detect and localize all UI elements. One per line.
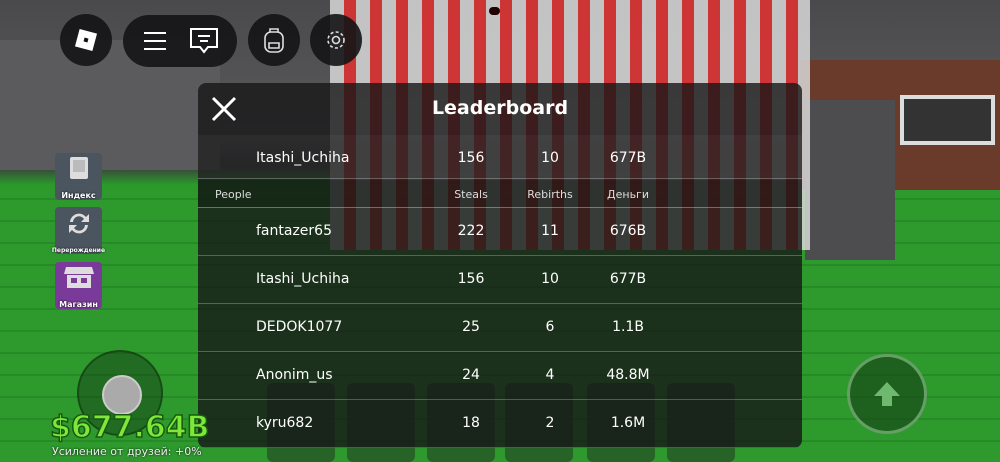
rebirth-label: Перерождение xyxy=(51,247,106,254)
menu-chat-pill xyxy=(123,15,237,67)
money-display: $677.64B xyxy=(49,409,210,446)
book-icon xyxy=(69,157,88,179)
rebirths-value: 4 xyxy=(545,367,555,383)
column-money: Деньги xyxy=(607,188,649,201)
column-header-row: People Steals Rebirths Деньги xyxy=(198,180,802,208)
money-value: 677B xyxy=(609,271,647,287)
settings-button[interactable] xyxy=(310,14,362,66)
rebirths-value: 6 xyxy=(545,319,555,335)
player-name: Itashi_Uchiha xyxy=(256,150,350,166)
index-button[interactable]: Индекс xyxy=(55,153,102,200)
player-name: fantazer65 xyxy=(256,223,332,239)
chat-icon[interactable] xyxy=(189,27,219,55)
friend-boost-text: Усиление от друзей: +0% xyxy=(52,445,202,458)
backpack-icon xyxy=(264,28,284,53)
player-name: Itashi_Uchiha xyxy=(256,271,350,287)
steals-value: 25 xyxy=(462,319,480,335)
close-icon[interactable] xyxy=(210,95,238,123)
leaderboard-row[interactable]: kyru682 18 2 1.6M xyxy=(198,400,802,448)
money-value: 676B xyxy=(609,223,647,239)
column-rebirths: Rebirths xyxy=(527,188,573,201)
menu-icon[interactable] xyxy=(142,30,168,52)
steals-value: 18 xyxy=(462,415,480,431)
rebirths-value: 10 xyxy=(541,150,559,166)
arrow-up-icon xyxy=(874,382,900,406)
player-name: DEDOK1077 xyxy=(256,319,343,335)
leaderboard-panel: Leaderboard Itashi_Uchiha 156 10 677B Pe… xyxy=(198,83,802,448)
pinned-player-row: Itashi_Uchiha 156 10 677B xyxy=(198,135,802,179)
rebirths-value: 10 xyxy=(541,271,559,287)
rebirths-value: 11 xyxy=(541,223,559,239)
leaderboard-row[interactable]: Anonim_us 24 4 48.8M xyxy=(198,352,802,400)
shop-label: Магазин xyxy=(59,300,98,309)
jump-button[interactable] xyxy=(847,354,927,434)
leaderboard-header: Leaderboard xyxy=(198,83,802,135)
scene-pillar xyxy=(805,100,895,260)
money-value: 1.6M xyxy=(610,415,646,431)
rebirth-button[interactable]: Перерождение xyxy=(51,207,106,254)
shop-icon xyxy=(63,267,94,288)
leaderboard-row[interactable]: DEDOK1077 25 6 1.1B xyxy=(198,304,802,352)
roblox-logo-icon xyxy=(74,28,98,52)
column-steals: Steals xyxy=(454,188,488,201)
movement-joystick[interactable] xyxy=(77,350,163,436)
index-label: Индекс xyxy=(61,191,96,200)
player-name: Anonim_us xyxy=(256,367,333,383)
steals-value: 222 xyxy=(457,223,485,239)
money-value: 677B xyxy=(609,150,647,166)
leaderboard-row[interactable]: Itashi_Uchiha 156 10 677B xyxy=(198,256,802,304)
backpack-button[interactable] xyxy=(248,14,300,66)
leaderboard-row[interactable]: fantazer65 222 11 676B xyxy=(198,208,802,256)
gear-icon xyxy=(327,31,345,49)
refresh-icon xyxy=(68,213,89,234)
leaderboard-title: Leaderboard xyxy=(431,97,569,119)
money-value: 1.1B xyxy=(612,319,644,335)
player-name: kyru682 xyxy=(256,415,314,431)
steals-value: 156 xyxy=(457,271,485,287)
joystick-thumb[interactable] xyxy=(102,375,142,415)
timer-badge xyxy=(489,7,500,15)
money-value: 48.8M xyxy=(606,367,650,383)
rebirths-value: 2 xyxy=(545,415,555,431)
steals-value: 24 xyxy=(462,367,480,383)
roblox-menu-button[interactable] xyxy=(60,14,112,66)
scene-window xyxy=(900,95,995,145)
column-people: People xyxy=(215,188,252,201)
steals-value: 156 xyxy=(457,150,485,166)
shop-button[interactable]: Магазин xyxy=(55,262,102,309)
